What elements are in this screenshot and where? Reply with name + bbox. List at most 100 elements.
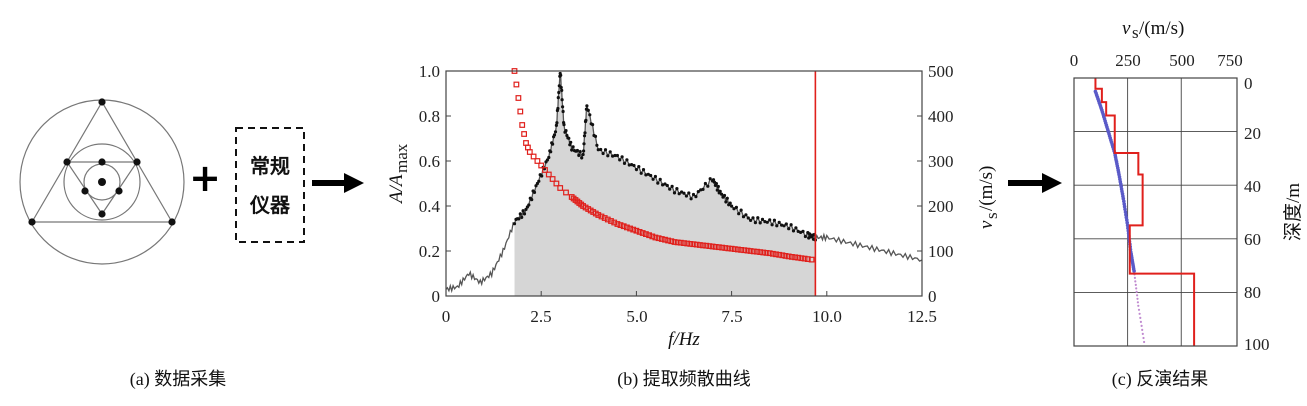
c-xtick-2: 500 (1169, 51, 1195, 70)
b-spectrum-point (724, 200, 728, 204)
c-top-label: v (1122, 18, 1131, 39)
b-spectrum-point (789, 223, 793, 227)
b-dispersion-point (545, 171, 552, 178)
b-spectrum-point (744, 213, 748, 217)
b-spectrum-point (794, 226, 798, 230)
b-dispersion-point (750, 248, 757, 255)
b-spectrum-point (706, 184, 710, 188)
instrument-label-2: 仪器 (249, 193, 291, 217)
b-spectrum-point (618, 158, 622, 162)
b-spectrum-point (569, 140, 573, 144)
c-inversion-point (1125, 220, 1129, 225)
b-spectrum-point (611, 154, 615, 158)
b-dispersion-point (715, 244, 722, 251)
b-dispersion-point (627, 225, 633, 232)
c-inversion-point (1124, 212, 1128, 217)
b-xtick-4: 10.0 (812, 307, 842, 326)
b-spectrum-point (651, 177, 655, 181)
b-spectrum-point (803, 234, 808, 239)
arrow-b-to-c-icon (1008, 173, 1062, 193)
b-spectrum-point (545, 158, 550, 162)
b-spectrum-point (625, 158, 629, 162)
b-spectrum-point (653, 174, 658, 179)
b-ytick-5: 1.0 (419, 62, 440, 81)
b-dispersion-point (792, 254, 798, 261)
b-dispersion-point (763, 250, 770, 256)
b-dispersion-point (754, 248, 760, 255)
b-xtick-5: 12.5 (907, 307, 937, 326)
b-spectrum-point (580, 156, 584, 160)
b-dispersion-point (614, 221, 621, 227)
b-dispersion-point (623, 224, 630, 231)
b-y-left-sub: max (392, 143, 411, 173)
b-spectrum-point (684, 194, 689, 198)
b-dispersion-point (633, 227, 640, 234)
c-inversion-point (1132, 269, 1136, 273)
b-dispersion-point (611, 219, 618, 226)
c-inversion-point (1121, 196, 1126, 201)
b-spectrum-point (672, 191, 677, 195)
c-grid (1074, 78, 1237, 346)
b-spectrum-point (582, 134, 587, 138)
b-rtick-2: 200 (928, 197, 954, 216)
b-spectrum-point (549, 150, 553, 154)
c-inversion-point (1138, 312, 1141, 315)
c-right-label: 深度/m (1282, 183, 1304, 241)
c-ytick-1: 20 (1244, 124, 1261, 143)
b-spectrum-point (770, 223, 774, 227)
b-spectrum-point (796, 229, 800, 233)
b-dispersion-point (639, 230, 646, 236)
b-y-left-label: A/A (386, 174, 407, 205)
b-spectrum-point (661, 183, 665, 187)
b-spectrum-point (682, 191, 686, 195)
b-dispersion-point (738, 247, 744, 253)
b-ytick-3: 0.6 (419, 152, 440, 171)
c-velocity-model (1094, 78, 1196, 346)
b-spectrum-point (596, 148, 600, 152)
b-dispersion-point (553, 180, 560, 187)
b-spectrum-point (520, 215, 524, 219)
b-spectrum-point (730, 204, 734, 208)
b-spectrum-point (637, 165, 641, 169)
c-ytick-0: 0 (1244, 74, 1253, 93)
c-inversion-point (1123, 207, 1127, 212)
b-dispersion-point (760, 249, 767, 256)
b-spectrum-point (675, 187, 679, 191)
b-spectrum-point (582, 142, 586, 146)
b-dispersion-point (681, 240, 687, 247)
b-spectrum-point (593, 134, 598, 138)
b-spectrum-point (799, 230, 803, 234)
b-dispersion-point (788, 254, 795, 260)
b-dispersion-point (517, 108, 524, 115)
b-spectrum-point (568, 143, 572, 147)
b-dispersion-point (542, 167, 548, 173)
b-spectrum-point (739, 208, 743, 212)
b-spectrum-point (553, 130, 558, 134)
b-spectrum-point (591, 123, 595, 127)
b-dispersion-point (808, 256, 815, 263)
b-spectrum-point (760, 217, 765, 221)
b-spectrum-point (775, 224, 779, 228)
b-spectrum-point (714, 182, 719, 186)
b-plot-area (445, 68, 923, 296)
b-spectrum-point (530, 198, 534, 202)
c-inversion-point (1139, 316, 1142, 319)
c-inversion-point (1141, 332, 1144, 335)
c-xtick-1: 250 (1115, 51, 1141, 70)
b-spectrum-point (780, 223, 784, 227)
b-spectrum-point (646, 172, 650, 176)
b-dispersion-point (722, 245, 729, 251)
b-spectrum-point (696, 190, 700, 194)
b-dispersion-point (617, 222, 624, 229)
b-dispersion-point (538, 162, 545, 169)
b-spectrum-point (701, 187, 705, 191)
b-spectrum-point (577, 153, 581, 157)
b-spectrum-point (622, 161, 627, 165)
b-spectrum-point (777, 220, 781, 224)
b-dispersion-point (706, 243, 713, 250)
b-spectrum-point (615, 153, 620, 158)
b-dispersion-point (734, 246, 741, 253)
b-dispersion-point (776, 251, 783, 258)
b-spectrum-point (557, 90, 561, 95)
